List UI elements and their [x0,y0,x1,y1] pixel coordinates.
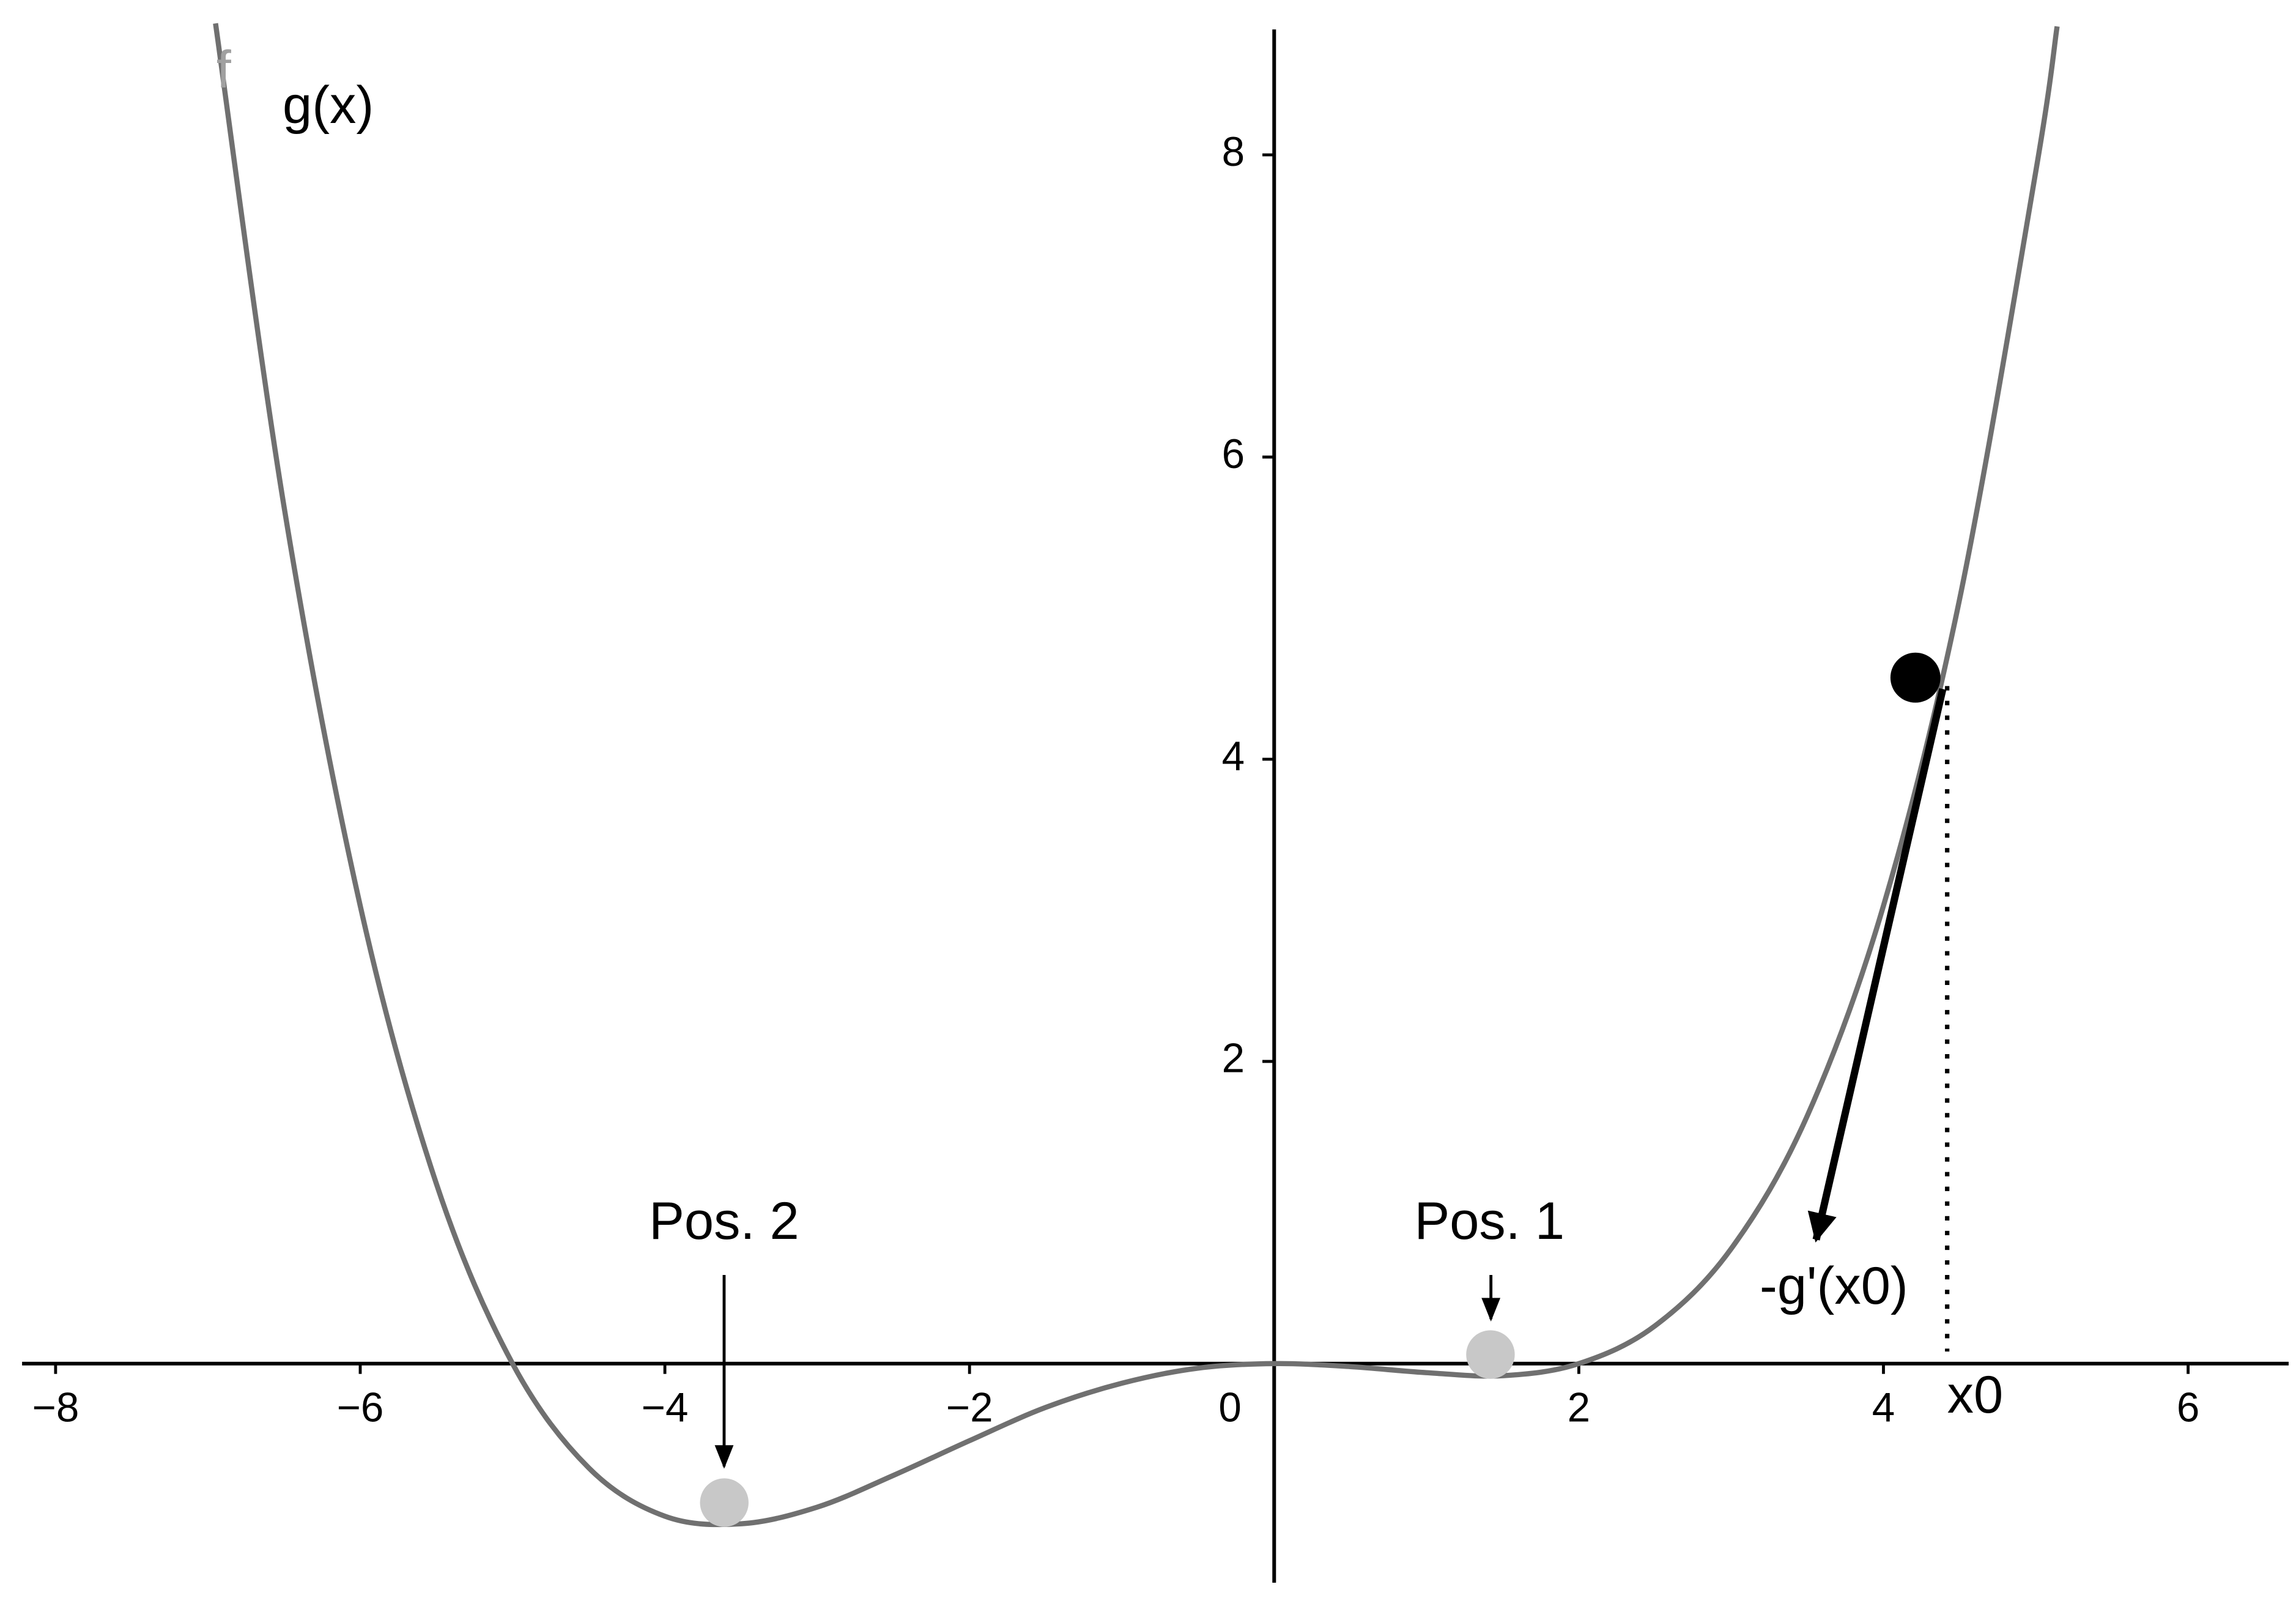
x-tick-label: 0 [1218,1385,1241,1431]
x-tick-label: 4 [1872,1385,1895,1431]
annotation: Pos. 1 [1414,1192,1565,1251]
ball [700,1478,749,1527]
x-tick-label: −8 [32,1385,79,1431]
y-tick-label: 2 [1222,1036,1245,1082]
ball [1890,652,1941,703]
y-tick-label: 8 [1222,129,1245,175]
annotation: -g'(x0) [1760,1257,1908,1315]
annotation: x0 [1947,1366,2003,1424]
y-tick-label: 4 [1222,734,1245,779]
x-tick-label: −2 [946,1385,993,1431]
function-label: g(x) [283,76,374,135]
x-tick-label: −4 [642,1385,689,1431]
annotation: f [217,40,232,99]
x-tick-label: 6 [2177,1385,2199,1431]
annotation: Pos. 2 [649,1192,799,1251]
x-tick-label: −6 [337,1385,384,1431]
ball [1466,1330,1515,1379]
function-curve [213,23,2060,1528]
y-tick-label: 6 [1222,431,1245,477]
x-tick-label: 2 [1568,1385,1590,1431]
gradient-arrow [1807,688,1947,1243]
